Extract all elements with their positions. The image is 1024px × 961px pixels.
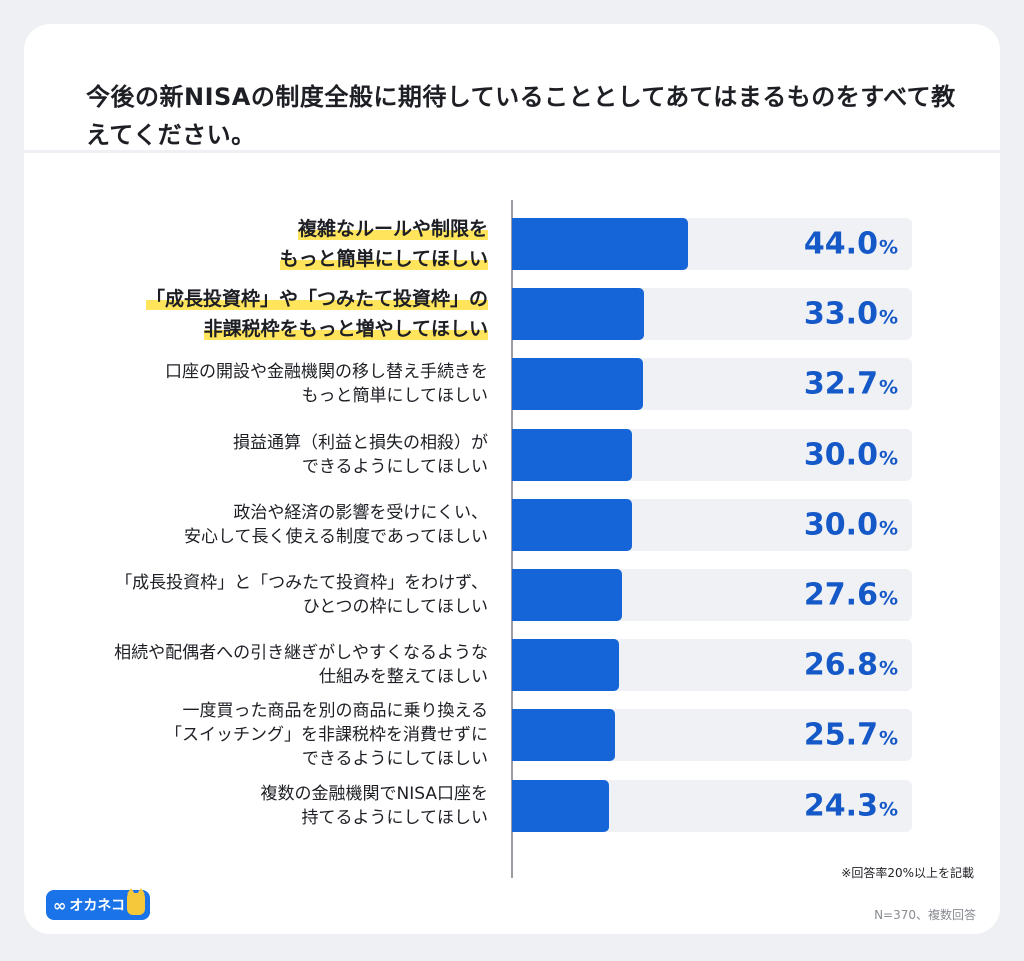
category-label: 複数の金融機関でNISA口座を持てるようにしてほしい [261, 782, 488, 830]
category-label-line: 口座の開設や金融機関の移し替え手続きを [165, 362, 488, 383]
category-label: 「成長投資枠」と「つみたて投資枠」をわけず、ひとつの枠にしてほしい [115, 571, 488, 619]
value-unit: % [878, 798, 898, 821]
category-label-line: 「成長投資枠」や「つみたて投資枠」の [145, 288, 488, 311]
bar-track: 24.3% [512, 779, 912, 832]
category-label-line: できるようにしてほしい [301, 456, 488, 477]
category-label-line: 複雑なルールや制限を [297, 218, 488, 240]
value-label: 24.3% [804, 788, 898, 823]
bar [512, 639, 620, 692]
category-label-line: 「スイッチング」を非課税枠を消費せずに [165, 725, 488, 746]
category-label-line: 「成長投資枠」と「つみたて投資枠」をわけず、 [115, 573, 488, 593]
bar-row: 口座の開設や金融機関の移し替え手続きをもっと簡単にしてほしい 32.7% [24, 358, 1000, 411]
bar [512, 358, 643, 411]
value-number: 27.6 [803, 577, 878, 613]
value-unit: % [878, 236, 898, 259]
bar-track: 30.0% [512, 498, 912, 551]
category-label: 複雑なルールや制限をもっと簡単にしてほしい [279, 214, 488, 274]
bar-track: 27.6% [512, 569, 912, 621]
value-number: 32.7 [803, 366, 878, 402]
chart-title: 今後の新NISAの制度全般に期待していることとしてあてはまるものをすべて教えてく… [86, 83, 956, 149]
value-unit: % [878, 517, 898, 540]
title-divider [24, 150, 1000, 153]
bar [512, 218, 688, 270]
bar [512, 779, 610, 832]
category-label: 損益通算（利益と損失の相殺）ができるようにしてほしい [233, 431, 488, 479]
value-number: 24.3 [803, 788, 878, 824]
value-number: 30.0 [803, 507, 878, 543]
bar-track: 26.8% [512, 639, 912, 692]
value-label: 30.0% [804, 507, 898, 542]
sample-size: N=370、複数回答 [874, 908, 976, 922]
value-label: 25.7% [804, 718, 898, 753]
category-label-line: 政治や経済の影響を受けにくい、 [233, 502, 488, 523]
brand-logo-text: オカネコ [69, 898, 126, 914]
value-label: 26.8% [804, 648, 898, 683]
bar [512, 709, 615, 762]
bar-row: 一度買った商品を別の商品に乗り換える「スイッチング」を非課税枠を消費せずにできる… [24, 701, 1000, 769]
value-label: 32.7% [804, 367, 898, 402]
value-unit: % [878, 587, 898, 610]
bar [512, 288, 644, 341]
infinity-icon: ∞ [53, 895, 67, 915]
category-label-line: できるようにしてほしい [301, 749, 488, 770]
bar-row: 政治や経済の影響を受けにくい、安心して長く使える制度であってほしい 30.0% [24, 498, 1000, 551]
category-label: 「成長投資枠」や「つみたて投資枠」の非課税枠をもっと増やしてほしい [145, 284, 488, 344]
bar-row: 「成長投資枠」や「つみたて投資枠」の非課税枠をもっと増やしてほしい 33.0% [24, 288, 1000, 341]
value-label: 33.0% [804, 297, 898, 332]
value-unit: % [878, 657, 898, 680]
bar-row: 複雑なルールや制限をもっと簡単にしてほしい 44.0% [24, 218, 1000, 270]
value-number: 26.8 [803, 647, 878, 683]
value-number: 33.0 [803, 296, 878, 332]
category-label: 相続や配偶者への引き継ぎがしやすくなるような仕組みを整えてほしい [114, 641, 488, 689]
category-label-line: ひとつの枠にしてほしい [302, 597, 488, 617]
category-label: 一度買った商品を別の商品に乗り換える「スイッチング」を非課税枠を消費せずにできる… [165, 699, 488, 771]
category-label: 口座の開設や金融機関の移し替え手続きをもっと簡単にしてほしい [165, 360, 488, 408]
bar [512, 498, 632, 551]
value-unit: % [878, 727, 898, 750]
value-label: 30.0% [804, 437, 898, 472]
category-label-line: もっと簡単にしてほしい [301, 386, 489, 407]
bar-track: 33.0% [512, 288, 912, 341]
value-number: 30.0 [803, 437, 878, 473]
bar-row: 相続や配偶者への引き継ぎがしやすくなるような仕組みを整えてほしい 26.8% [24, 639, 1000, 692]
bar-track: 32.7% [512, 358, 912, 411]
bar-row: 損益通算（利益と損失の相殺）ができるようにしてほしい 30.0% [24, 428, 1000, 481]
bar-row: 複数の金融機関でNISA口座を持てるようにしてほしい 24.3% [24, 779, 1000, 832]
category-label-line: 非課税枠をもっと増やしてほしい [203, 318, 488, 341]
category-label-line: 損益通算（利益と損失の相殺）が [233, 432, 488, 453]
category-label: 政治や経済の影響を受けにくい、安心して長く使える制度であってほしい [184, 501, 488, 549]
value-number: 25.7 [803, 717, 878, 753]
bar [512, 428, 632, 481]
value-unit: % [878, 306, 898, 329]
category-label-line: 持てるようにしてほしい [301, 807, 489, 828]
bar [512, 569, 623, 621]
value-label: 44.0% [804, 227, 898, 262]
category-label-line: 相続や配偶者への引き継ぎがしやすくなるような [114, 643, 488, 664]
cat-mascot-icon [127, 888, 145, 915]
category-label-line: 安心して長く使える制度であってほしい [184, 526, 488, 547]
footnote: ※回答率20%以上を記載 [841, 866, 974, 880]
bar-track: 30.0% [512, 428, 912, 481]
bar-track: 25.7% [512, 709, 912, 762]
bar-track: 44.0% [512, 218, 912, 270]
chart-card: 今後の新NISAの制度全般に期待していることとしてあてはまるものをすべて教えてく… [24, 24, 1000, 934]
category-label-line: もっと簡単にしてほしい [279, 248, 488, 270]
value-label: 27.6% [804, 578, 898, 613]
value-number: 44.0 [803, 226, 878, 262]
value-unit: % [878, 376, 898, 399]
category-label-line: 仕組みを整えてほしい [318, 667, 488, 688]
value-unit: % [878, 447, 898, 470]
bar-row: 「成長投資枠」と「つみたて投資枠」をわけず、ひとつの枠にしてほしい 27.6% [24, 569, 1000, 621]
category-label-line: 一度買った商品を別の商品に乗り換える [182, 701, 489, 722]
category-label-line: 複数の金融機関でNISA口座を [260, 783, 488, 804]
